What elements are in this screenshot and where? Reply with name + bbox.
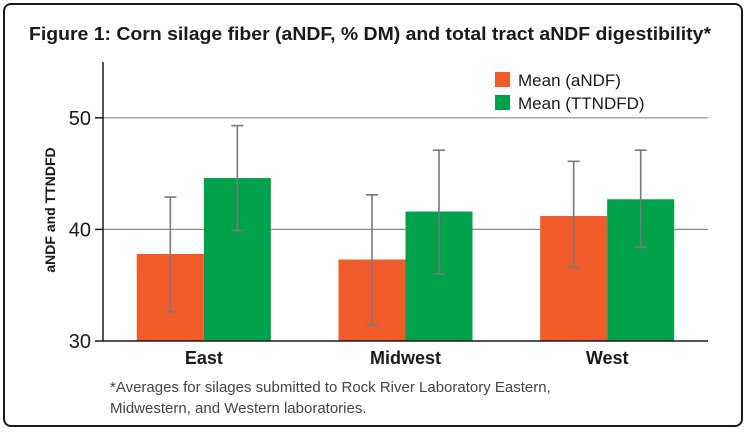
legend: Mean (aNDF) Mean (TTNDFD) <box>495 71 645 113</box>
chart-title: Figure 1: Corn silage fiber (aNDF, % DM)… <box>29 24 711 44</box>
figure-frame <box>3 3 743 427</box>
footnote-line-2: Midwestern, and Western laboratories. <box>110 400 367 417</box>
y-axis-label: aNDF and TTNDFD <box>42 147 58 272</box>
footnote-line-1: *Averages for silages submitted to Rock … <box>110 379 551 396</box>
x-tick-label: East <box>185 348 223 368</box>
legend-swatch <box>495 72 510 87</box>
x-tick-label: Midwest <box>370 348 441 368</box>
legend-label: Mean (TTNDFD) <box>518 94 645 113</box>
y-tick-label: 40 <box>69 219 91 241</box>
y-tick-label: 50 <box>69 108 91 130</box>
legend-swatch <box>495 95 510 110</box>
legend-label: Mean (aNDF) <box>518 71 621 90</box>
y-tick-label: 30 <box>69 331 91 353</box>
x-tick-label: West <box>586 348 629 368</box>
